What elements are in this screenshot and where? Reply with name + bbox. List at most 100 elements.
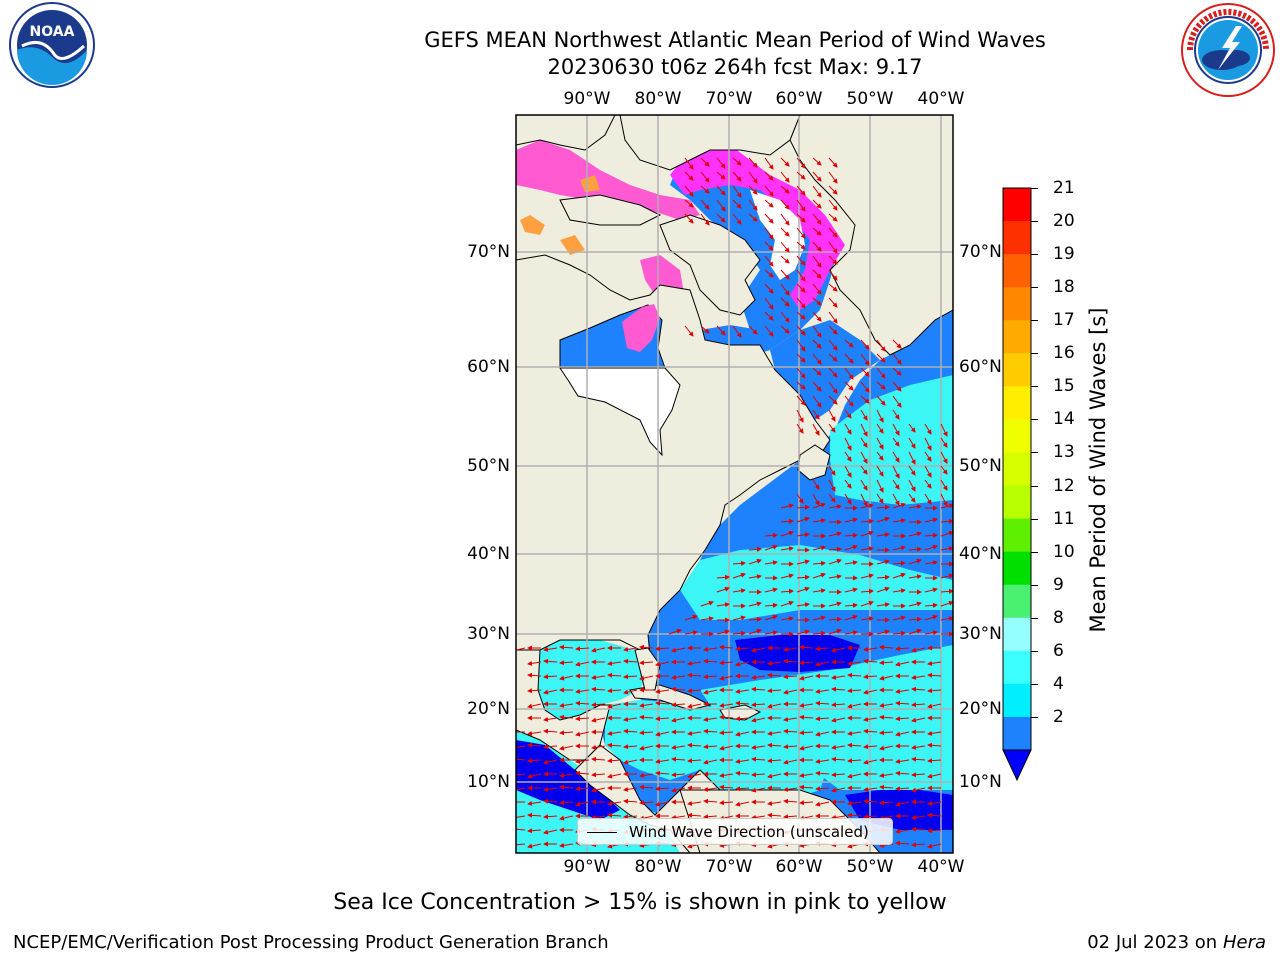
direction-arrow bbox=[671, 756, 686, 762]
direction-arrow bbox=[735, 801, 750, 807]
direction-arrow bbox=[892, 479, 900, 490]
direction-arrow bbox=[924, 451, 932, 462]
direction-arrow bbox=[815, 646, 830, 652]
direction-arrow bbox=[796, 157, 806, 169]
direction-arrow bbox=[924, 479, 932, 489]
direction-arrow bbox=[671, 702, 686, 708]
direction-arrow bbox=[655, 731, 670, 737]
direction-arrow bbox=[668, 628, 682, 635]
direction-arrow bbox=[655, 758, 670, 764]
map-subtitle: 20230630 t06z 264h fcst Max: 9.17 bbox=[547, 55, 923, 79]
direction-arrow bbox=[527, 672, 542, 678]
direction-arrow bbox=[684, 171, 694, 181]
direction-arrow bbox=[863, 658, 878, 664]
direction-arrow bbox=[828, 255, 838, 265]
direction-arrow bbox=[607, 660, 622, 666]
direction-arrow bbox=[831, 647, 846, 653]
direction-arrow bbox=[796, 297, 806, 309]
direction-arrow bbox=[559, 800, 574, 806]
direction-arrow bbox=[780, 530, 794, 537]
direction-arrow bbox=[575, 731, 590, 737]
direction-arrow bbox=[860, 530, 874, 537]
direction-arrow bbox=[876, 504, 890, 510]
colorbar-tick-label: 6 bbox=[1053, 640, 1064, 661]
direction-arrow bbox=[831, 756, 846, 762]
direction-arrow bbox=[516, 756, 526, 762]
direction-arrow bbox=[751, 744, 766, 750]
direction-arrow bbox=[812, 199, 822, 209]
arctic-island-west bbox=[516, 115, 616, 151]
lon-label-top: 90°W bbox=[563, 89, 611, 109]
direction-arrow bbox=[831, 814, 846, 820]
direction-arrow bbox=[780, 588, 794, 594]
direction-arrow bbox=[892, 409, 900, 420]
direction-arrow bbox=[671, 772, 686, 778]
direction-arrow bbox=[735, 786, 750, 792]
direction-arrow bbox=[911, 787, 926, 793]
direction-arrow bbox=[844, 614, 858, 621]
direction-arrow bbox=[796, 353, 806, 363]
direction-arrow bbox=[732, 588, 746, 594]
direction-arrow bbox=[527, 660, 542, 666]
direction-arrow bbox=[828, 227, 838, 238]
direction-arrow bbox=[908, 558, 922, 565]
direction-arrow bbox=[828, 601, 842, 607]
direction-arrow bbox=[700, 213, 710, 226]
lat-label-right: 30°N bbox=[959, 624, 1002, 644]
direction-arrow bbox=[732, 615, 746, 621]
direction-arrow bbox=[892, 395, 902, 408]
direction-arrow bbox=[687, 672, 702, 678]
direction-arrow bbox=[911, 647, 926, 653]
direction-arrow bbox=[911, 674, 926, 680]
direction-arrow bbox=[828, 325, 838, 335]
direction-arrow bbox=[812, 325, 822, 338]
direction-arrow bbox=[940, 465, 948, 475]
direction-arrow bbox=[860, 395, 870, 404]
direction-arrow bbox=[876, 602, 890, 608]
direction-arrow bbox=[783, 689, 798, 695]
direction-arrow bbox=[687, 800, 702, 806]
direction-arrow bbox=[516, 744, 526, 750]
colorbar-segment bbox=[1003, 650, 1031, 685]
direction-arrow bbox=[735, 770, 750, 776]
lon-label-bottom: 70°W bbox=[705, 857, 753, 877]
direction-arrow bbox=[751, 702, 766, 708]
direction-arrow bbox=[908, 601, 922, 607]
sea-ice-baffin bbox=[670, 145, 845, 310]
direction-arrow bbox=[687, 773, 702, 779]
direction-arrow bbox=[703, 658, 718, 664]
direction-arrow bbox=[796, 395, 806, 406]
direction-arrow bbox=[892, 545, 906, 551]
footer-date-text: 02 Jul 2023 on bbox=[1087, 932, 1223, 953]
direction-arrow bbox=[687, 688, 702, 694]
direction-arrow bbox=[860, 616, 874, 622]
direction-arrow bbox=[527, 703, 542, 709]
direction-arrow bbox=[911, 686, 926, 692]
direction-arrow bbox=[812, 518, 826, 524]
direction-arrow bbox=[940, 479, 948, 491]
direction-arrow bbox=[876, 395, 886, 406]
direction-arrow bbox=[764, 311, 774, 321]
direction-arrow bbox=[847, 742, 862, 748]
newfoundland bbox=[797, 444, 831, 481]
direction-arrow bbox=[828, 213, 838, 222]
direction-arrow bbox=[895, 840, 910, 846]
direction-arrow bbox=[908, 574, 922, 580]
direction-arrow bbox=[812, 311, 822, 322]
direction-arrow bbox=[911, 826, 926, 832]
lon-label-bottom: 60°W bbox=[775, 857, 823, 877]
direction-arrow bbox=[812, 157, 822, 166]
direction-arrow bbox=[927, 730, 942, 736]
lon-label-top: 50°W bbox=[846, 89, 894, 109]
direction-arrow bbox=[591, 744, 606, 750]
direction-arrow bbox=[764, 269, 774, 278]
lon-label-bottom: 40°W bbox=[917, 857, 965, 877]
direction-arrow bbox=[812, 353, 822, 365]
direction-arrow bbox=[703, 689, 718, 695]
direction-arrow bbox=[812, 423, 820, 436]
direction-arrow bbox=[623, 744, 638, 750]
direction-arrow bbox=[780, 227, 790, 237]
direction-arrow bbox=[892, 615, 906, 621]
legend-line-icon bbox=[587, 832, 617, 833]
direction-arrow bbox=[892, 560, 906, 566]
